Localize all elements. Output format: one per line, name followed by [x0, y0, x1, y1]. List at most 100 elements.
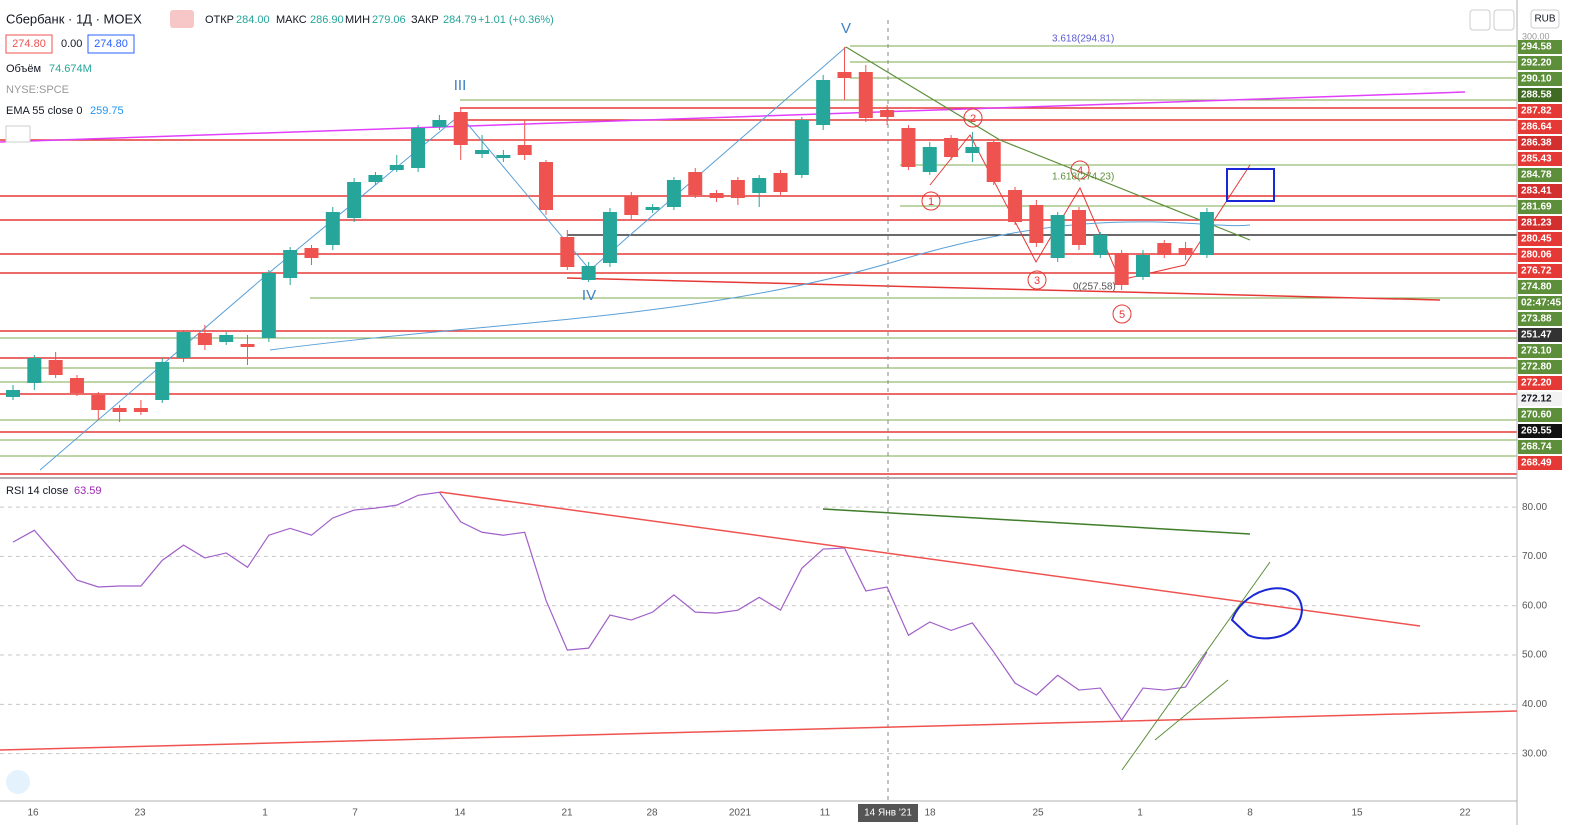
y-tick-label: 30.00	[1522, 748, 1547, 759]
price-tag	[1518, 104, 1562, 118]
candle-body	[133, 408, 148, 412]
price-tag-label: 272.20	[1521, 378, 1552, 389]
ohlc-label: ОТКР	[205, 14, 234, 26]
wave-number: 3	[1034, 275, 1040, 287]
currency-button[interactable]	[1530, 9, 1560, 29]
price-tag-label: 285.43	[1521, 154, 1552, 165]
price-tag	[1518, 88, 1562, 102]
price-tag	[1518, 40, 1562, 54]
candle-body	[1157, 243, 1172, 255]
fib-label: 0(257.58)	[1073, 282, 1116, 293]
candle-body	[219, 335, 234, 342]
x-tick-label: 2021	[729, 808, 752, 819]
candle-body	[261, 273, 276, 338]
ask-box[interactable]	[87, 34, 135, 54]
candle-body	[389, 165, 404, 170]
candle-body	[1008, 190, 1023, 222]
candle-body	[155, 362, 170, 400]
bid: 274.80	[12, 38, 46, 50]
price-tag	[1518, 232, 1562, 246]
price-tag	[1518, 136, 1562, 150]
candle-body	[645, 207, 660, 210]
price-tag-label: 268.49	[1521, 458, 1552, 469]
x-tick-label: 16	[27, 808, 39, 819]
ask: 274.80	[94, 38, 128, 50]
ohlc-value: 284.00	[236, 14, 270, 26]
spread: 0.00	[61, 38, 82, 50]
price-tag	[1518, 360, 1562, 374]
volume-label: Объём	[6, 63, 41, 75]
candle-body	[368, 175, 383, 182]
price-tag-label: 292.20	[1521, 58, 1552, 69]
wave-number: 2	[970, 113, 976, 125]
candle-body	[197, 333, 212, 345]
candle-body	[176, 332, 191, 358]
price-tag-label: 286.64	[1521, 122, 1552, 133]
price-tag	[1518, 264, 1562, 278]
candle-body	[304, 248, 319, 258]
price-tag	[1518, 56, 1562, 70]
price-tag-label: 276.72	[1521, 266, 1552, 277]
price-tag-label: 290.10	[1521, 74, 1552, 85]
price-tag	[1518, 328, 1562, 342]
candle-body	[1135, 255, 1150, 277]
price-tag-label: 288.58	[1521, 90, 1552, 101]
price-tag	[1518, 248, 1562, 262]
fib-label: 1.618(274.23)	[1052, 172, 1114, 183]
wave-number: 1	[928, 196, 934, 208]
x-tick-label: 18	[924, 808, 936, 819]
candle-body	[539, 162, 553, 210]
candle-body	[816, 80, 831, 125]
x-tick-label: 22	[1459, 808, 1471, 819]
candle-body	[1029, 205, 1044, 243]
candle-body	[69, 378, 84, 393]
compare-symbol: NYSE:SPCE	[6, 84, 69, 96]
candle-body	[560, 237, 575, 267]
candle-body	[517, 145, 532, 155]
price-tag-label: 268.74	[1521, 442, 1552, 453]
price-tag-label: 283.41	[1521, 186, 1552, 197]
scroll-button[interactable]	[1469, 9, 1491, 31]
candle-body	[858, 72, 873, 118]
candle-body	[944, 138, 959, 157]
candle-body	[773, 173, 788, 192]
price-tag-label: 273.10	[1521, 346, 1552, 357]
rsi-value: 63.59	[74, 485, 102, 497]
price-tag-label: 284.78	[1521, 170, 1552, 181]
maximize-button[interactable]	[1493, 9, 1515, 31]
volume-value: 74.674M	[49, 63, 92, 75]
symbol: Сбербанк · 1Д · MOEX	[6, 11, 142, 26]
cursor-date: 14 Янв '21	[864, 808, 912, 819]
top-price: 300.00	[1522, 31, 1550, 41]
flag-button[interactable]	[170, 10, 194, 28]
price-tag-label: 272.80	[1521, 362, 1552, 373]
bid-box[interactable]	[5, 34, 53, 54]
y-tick-label: 40.00	[1522, 699, 1547, 710]
x-tick-label: 11	[820, 808, 831, 819]
ema-value: 259.75	[90, 105, 124, 117]
ohlc-value: 284.79	[443, 14, 477, 26]
x-tick-label: 7	[352, 808, 358, 819]
price-tag-label: 270.60	[1521, 410, 1552, 421]
candle-body	[986, 142, 1001, 182]
y-tick-label: 80.00	[1522, 502, 1547, 513]
price-tag-label: 281.69	[1521, 202, 1552, 213]
price-tag-label: 269.55	[1521, 426, 1552, 437]
x-tick-label: 21	[561, 808, 573, 819]
ohlc-label: МАКС	[276, 14, 307, 26]
candle-body	[453, 112, 468, 145]
candle-body	[283, 250, 298, 278]
rsi-line	[12, 491, 1208, 722]
price-tag	[1518, 152, 1562, 166]
logo[interactable]	[6, 770, 30, 794]
price-tag-label: 274.80	[1521, 282, 1552, 293]
price-tag-label: 272.12	[1521, 394, 1552, 405]
collapse-button[interactable]	[5, 125, 31, 143]
candle-body	[666, 180, 681, 207]
candle-body	[922, 147, 937, 172]
price-tag	[1518, 440, 1562, 454]
ema-label: EMA 55 close 0	[6, 105, 82, 117]
x-tick-label: 15	[1351, 808, 1363, 819]
price-tag	[1518, 456, 1562, 470]
